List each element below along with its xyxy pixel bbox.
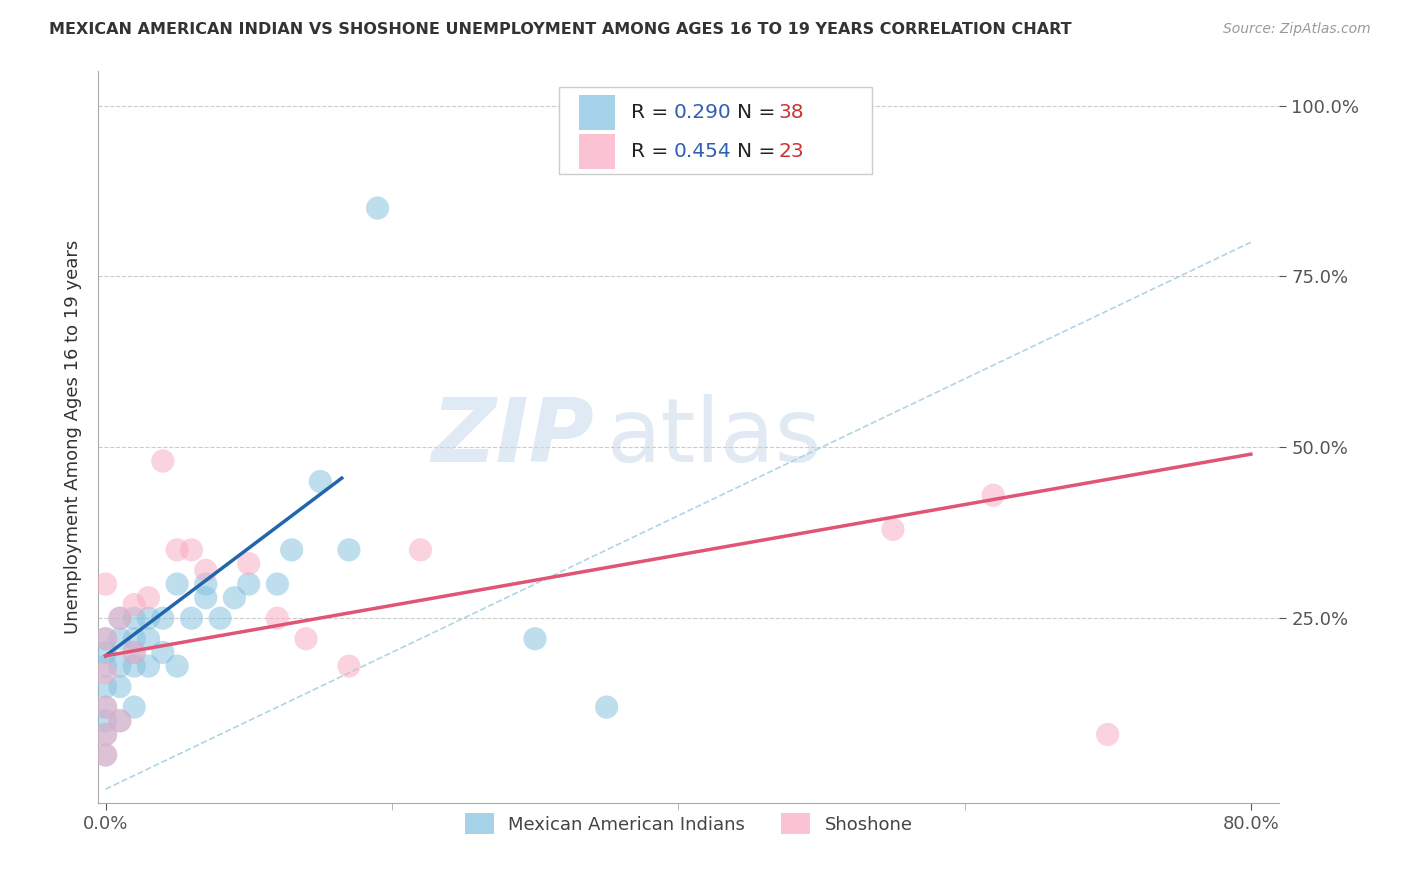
Point [337,659,360,673]
Point [108,714,131,728]
Text: MEXICAN AMERICAN INDIAN VS SHOSHONE UNEMPLOYMENT AMONG AGES 16 TO 19 YEARS CORRE: MEXICAN AMERICAN INDIAN VS SHOSHONE UNEM… [49,22,1071,37]
Point [180,542,202,557]
Text: N =: N = [737,143,782,161]
Y-axis label: Unemployment Among Ages 16 to 19 years: Unemployment Among Ages 16 to 19 years [63,240,82,634]
Point [280,542,302,557]
Text: R =: R = [631,143,675,161]
Point [94,700,117,714]
Point [94,700,117,714]
Point [122,611,145,625]
Point [166,542,188,557]
Point [337,542,360,557]
Point [108,632,131,646]
Text: 23: 23 [779,143,804,161]
Point [166,577,188,591]
Text: 0.454: 0.454 [673,143,731,161]
Point [94,727,117,741]
Point [266,611,288,625]
Point [94,747,117,762]
Point [295,632,318,646]
Text: R =: R = [631,103,675,122]
FancyBboxPatch shape [579,135,614,169]
Point [122,659,145,673]
Point [238,557,260,571]
Point [138,591,160,605]
Point [94,659,117,673]
Point [152,611,174,625]
Text: Source: ZipAtlas.com: Source: ZipAtlas.com [1223,22,1371,37]
Point [194,563,217,577]
Point [138,659,160,673]
Point [94,632,117,646]
FancyBboxPatch shape [560,87,872,174]
Point [122,645,145,659]
Point [94,632,117,646]
Point [524,632,547,646]
Point [122,645,145,659]
Point [94,714,117,728]
Point [138,632,160,646]
Point [409,542,432,557]
Point [152,645,174,659]
Point [152,454,174,468]
Legend: Mexican American Indians, Shoshone: Mexican American Indians, Shoshone [458,806,920,841]
Point [108,714,131,728]
Point [238,577,260,591]
Point [224,591,246,605]
Point [122,632,145,646]
Point [180,611,202,625]
Point [194,577,217,591]
Point [122,598,145,612]
Point [166,659,188,673]
Point [108,680,131,694]
Point [138,611,160,625]
Point [94,727,117,741]
Point [981,488,1004,502]
Point [367,201,389,215]
Point [94,665,117,680]
Point [94,747,117,762]
Text: 0.290: 0.290 [673,103,731,122]
Point [309,475,332,489]
Text: N =: N = [737,103,782,122]
Point [94,577,117,591]
Point [122,700,145,714]
Point [108,611,131,625]
Point [1097,727,1119,741]
Point [94,645,117,659]
Text: atlas: atlas [606,393,821,481]
FancyBboxPatch shape [579,95,614,130]
Point [94,680,117,694]
Point [108,659,131,673]
Text: ZIP: ZIP [432,393,595,481]
Point [194,591,217,605]
Text: 38: 38 [779,103,804,122]
Point [882,522,904,536]
Point [595,700,617,714]
Point [266,577,288,591]
Point [209,611,232,625]
Point [108,611,131,625]
